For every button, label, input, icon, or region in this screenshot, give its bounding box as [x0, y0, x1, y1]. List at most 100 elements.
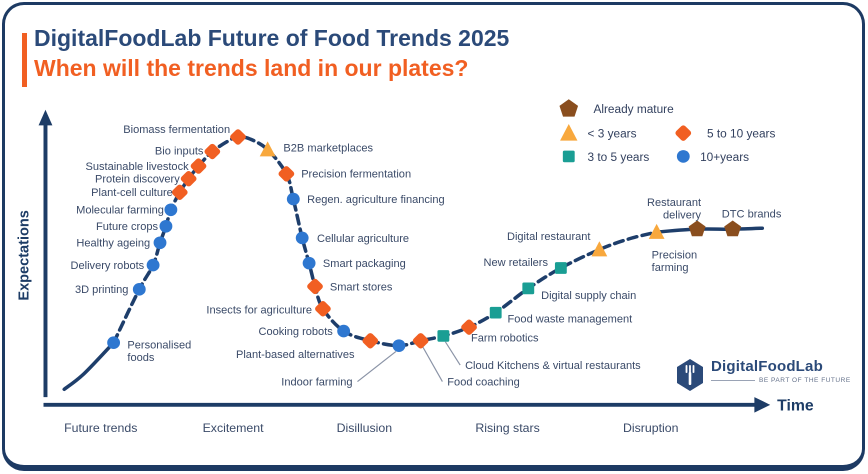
legend-item-3-to-5-years: 3 to 5 years [562, 150, 650, 164]
label-precision-fermentation: Precision fermentation [301, 169, 411, 181]
label-digital-supply-chain: Digital supply chain [541, 290, 636, 302]
marker-delivery-robots [146, 258, 160, 272]
page-title: DigitalFoodLab Future of Food Trends 202… [34, 25, 510, 51]
marker-restaurant-delivery [688, 220, 706, 237]
curve-start-segment [62, 340, 116, 392]
phase-label-excitement: Excitement [203, 421, 265, 435]
x-axis-arrowhead [754, 397, 771, 413]
marker-regen-agriculture-financing [286, 192, 300, 206]
logo-text-block: DigitalFoodLab BE PART OF THE FUTURE [711, 358, 851, 384]
logo-tagline: BE PART OF THE FUTURE [759, 377, 851, 384]
label-delivery-robots: Delivery robots [71, 260, 145, 272]
label-dtc-brands: DTC brands [722, 209, 782, 221]
legend-item-3-years: < 3 years [560, 124, 637, 141]
marker-bio-inputs [204, 143, 221, 160]
marker-3d-printing [132, 283, 146, 296]
legend-square-icon [562, 150, 575, 163]
page-subtitle: When will the trends land in our plates? [34, 55, 469, 81]
phase-label-disillusion: Disillusion [337, 421, 392, 435]
legend-label-3-years: < 3 years [588, 128, 637, 141]
label-food-waste-management: Food waste management [508, 313, 633, 325]
label-precision-farming: Precision farming [652, 249, 697, 274]
label-smart-stores: Smart stores [330, 281, 393, 293]
legend-item-10-years: 10+years [676, 150, 749, 164]
label-cloud-kitchens-virtual-restaurants: Cloud Kitchens & virtual restaurants [465, 360, 641, 372]
marker-cloud-kitchens-virtual-restaurants [437, 330, 450, 342]
marker-precision-fermentation [278, 166, 295, 182]
label-personalised-foods: Personalised foods [127, 340, 191, 365]
label-3d-printing: 3D printing [75, 284, 128, 296]
marker-digital-supply-chain [522, 282, 535, 295]
marker-insects-for-agriculture [315, 301, 331, 317]
marker-sustainable-livestock [190, 158, 207, 174]
marker-smart-packaging [302, 256, 316, 270]
marker-dtc-brands [724, 220, 742, 237]
marker-biomass-fermentation [230, 129, 246, 145]
label-healthy-ageing: Healthy ageing [76, 238, 150, 250]
label-smart-packaging: Smart packaging [323, 258, 406, 270]
label-farm-robotics: Farm robotics [471, 333, 539, 345]
label-protein-discovery: Protein discovery [95, 174, 180, 186]
phase-label-future-trends: Future trends [64, 421, 137, 435]
marker-digital-restaurant [591, 241, 608, 257]
legend-label-5-to-10-years: 5 to 10 years [707, 128, 776, 141]
label-new-retailers: New retailers [484, 257, 549, 269]
label-cooking-robots: Cooking robots [258, 326, 333, 338]
marker-healthy-ageing [153, 236, 167, 250]
title-accent-bar [22, 33, 27, 87]
marker-precision-farming [648, 223, 665, 239]
digitalfoodlab-logo: DigitalFoodLab BE PART OF THE FUTURE [675, 358, 851, 392]
marker-farm-robotics [461, 319, 477, 335]
marker-future-crops [159, 219, 173, 233]
marker-cellular-agriculture [295, 231, 309, 245]
marker-b2b-marketplaces [259, 141, 276, 157]
hype-cycle-chart: Expectations Time Future trends Excitemen… [17, 99, 814, 435]
marker-plant-based-alternatives [362, 333, 379, 349]
label-digital-restaurant: Digital restaurant [507, 231, 591, 243]
legend-label-3-to-5-years: 3 to 5 years [588, 151, 650, 164]
label-b2b-marketplaces: B2B marketplaces [283, 143, 373, 155]
marker-smart-stores [307, 278, 323, 295]
marker-molecular-farming [164, 203, 178, 217]
legend-item-already-mature: Already mature [559, 99, 674, 117]
label-plant-based-alternatives: Plant-based alternatives [236, 349, 355, 361]
legend-label-10-years: 10+years [700, 151, 749, 164]
tagline-divider-line [711, 380, 755, 381]
label-regen-agriculture-financing: Regen. agriculture financing [307, 194, 445, 206]
phase-label-rising-stars: Rising stars [475, 421, 539, 435]
marker-new-retailers [554, 262, 567, 274]
leader-line-indoor-farming [357, 350, 397, 382]
label-sustainable-livestock: Sustainable livestock [85, 161, 189, 173]
y-axis-arrowhead [38, 109, 53, 126]
x-axis-label: Time [777, 398, 814, 415]
marker-food-coaching [412, 333, 429, 349]
marker-indoor-farming [392, 339, 406, 352]
marker-food-waste-management [489, 306, 502, 319]
label-indoor-farming: Indoor farming [281, 376, 352, 388]
hexagon-fork-icon [677, 359, 703, 391]
label-restaurant-delivery: Restaurant delivery [647, 197, 702, 222]
legend-item-5-to-10-years: 5 to 10 years [675, 125, 776, 141]
label-cellular-agriculture: Cellular agriculture [317, 233, 409, 245]
label-molecular-farming: Molecular farming [76, 205, 164, 217]
leader-line-cloud-kitchens-virtual-restaurants [444, 341, 461, 366]
label-food-coaching: Food coaching [447, 376, 519, 388]
logo-name: DigitalFoodLab [711, 358, 823, 375]
y-axis-label: Expectations [17, 210, 33, 301]
legend: Already mature < 3 years 5 to 10 years 3 to… [559, 99, 776, 164]
marker-plant-cell-culture [171, 184, 188, 201]
curve-plateau-segment [654, 226, 765, 234]
legend-circle-icon [676, 150, 690, 163]
marker-protein-discovery [180, 170, 197, 187]
legend-triangle-icon [560, 124, 578, 141]
label-plant-cell-culture: Plant-cell culture [91, 187, 173, 199]
marker-cooking-robots [337, 324, 351, 338]
leader-line-food-coaching [422, 346, 443, 382]
label-future-crops: Future crops [96, 221, 159, 233]
legend-label-already-mature: Already mature [593, 103, 673, 116]
label-bio-inputs: Bio inputs [155, 146, 204, 158]
legend-diamond-icon [675, 125, 692, 141]
logo-tagline-row: BE PART OF THE FUTURE [711, 377, 851, 384]
